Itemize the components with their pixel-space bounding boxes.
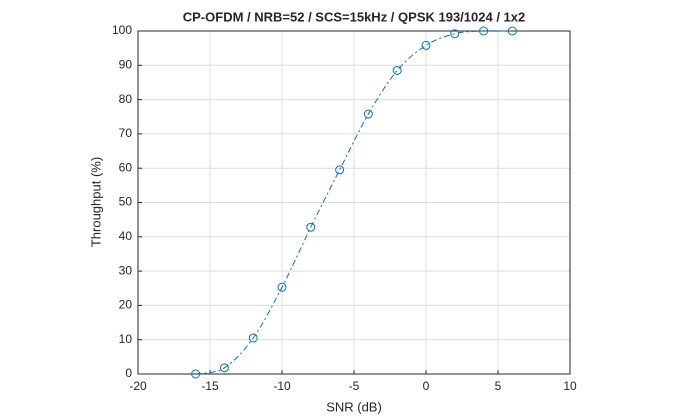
y-tick-label: 20	[119, 298, 133, 312]
y-tick-label: 80	[119, 92, 133, 106]
data-point	[219, 363, 229, 373]
data-point	[507, 26, 517, 36]
data-point	[421, 40, 431, 50]
y-tick-label: 70	[119, 126, 133, 140]
y-tick-label: 60	[119, 160, 133, 174]
data-point	[450, 29, 460, 39]
x-tick-label: -10	[273, 379, 291, 393]
y-tick-label: 50	[119, 195, 133, 209]
y-tick-label: 90	[119, 57, 133, 71]
data-point	[277, 282, 287, 292]
x-tick-label: 5	[495, 379, 502, 393]
data-point	[363, 109, 373, 119]
y-tick-label: 10	[119, 332, 133, 346]
data-point	[248, 333, 258, 343]
x-tick-label: 0	[423, 379, 430, 393]
data-point	[191, 369, 201, 379]
x-tick-label: 10	[563, 379, 577, 393]
data-point	[479, 26, 489, 36]
y-axis-label: Throughput (%)	[88, 157, 103, 247]
data-point	[392, 65, 402, 75]
data-point	[306, 222, 316, 232]
y-tick-label: 0	[125, 366, 132, 380]
y-tick-label: 40	[119, 229, 133, 243]
y-tick-label: 30	[119, 263, 133, 277]
x-tick-label: -5	[349, 379, 360, 393]
data-point	[335, 165, 345, 175]
chart-title: CP-OFDM / NRB=52 / SCS=15kHz / QPSK 193/…	[183, 9, 525, 24]
y-tick-label: 100	[112, 23, 132, 37]
x-tick-label: -20	[129, 379, 147, 393]
x-axis-label: SNR (dB)	[326, 399, 382, 414]
x-tick-label: -15	[201, 379, 219, 393]
data-line	[195, 30, 513, 375]
